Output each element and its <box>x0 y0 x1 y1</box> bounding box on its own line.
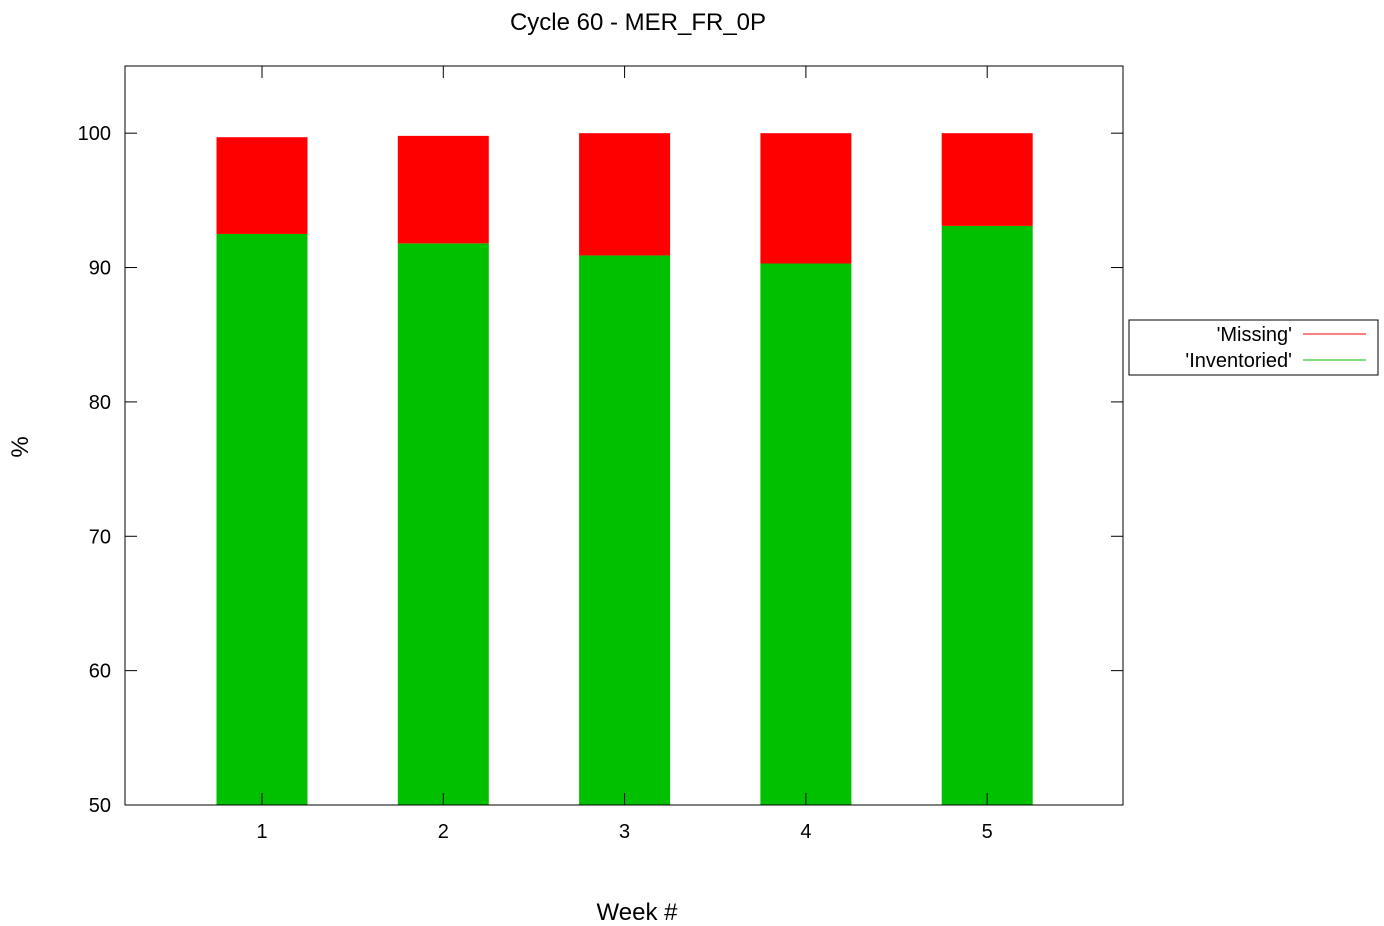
bar-missing-week-1 <box>216 137 308 234</box>
plot-area <box>124 65 1124 806</box>
x-tick-label: 1 <box>256 821 267 843</box>
chart-title: Cycle 60 - MER_FR_0P <box>510 9 766 36</box>
y-axis-label: % <box>7 436 34 457</box>
y-tick-label: 90 <box>89 258 111 280</box>
legend-label: 'Missing' <box>1217 324 1292 346</box>
y-axis: 50 60 70 80 90 100 <box>78 123 1123 817</box>
bar-inventoried-week-3 <box>579 255 671 805</box>
x-tick-label: 3 <box>619 821 630 843</box>
legend: 'Missing' 'Inventoried' <box>1128 319 1379 376</box>
y-tick-label: 80 <box>89 392 111 414</box>
bar-missing-week-4 <box>760 133 852 264</box>
bar-missing-week-2 <box>397 135 489 244</box>
y-tick-label: 100 <box>78 123 111 145</box>
x-tick-label: 2 <box>438 821 449 843</box>
y-tick-label: 50 <box>89 795 111 817</box>
bar-inventoried-week-5 <box>941 225 1033 806</box>
x-tick-label: 4 <box>800 821 811 843</box>
bars-group <box>216 133 1033 806</box>
legend-label: 'Inventoried' <box>1185 350 1292 372</box>
bar-inventoried-week-1 <box>216 233 308 806</box>
y-tick-label: 70 <box>89 526 111 548</box>
x-axis-label: Week # <box>597 899 679 926</box>
bar-inventoried-week-4 <box>760 263 852 806</box>
x-tick-label: 5 <box>982 821 993 843</box>
bar-missing-week-5 <box>941 133 1033 226</box>
bar-inventoried-week-2 <box>397 243 489 806</box>
legend-box <box>1128 319 1379 376</box>
bar-missing-week-3 <box>579 133 671 256</box>
y-tick-label: 60 <box>89 661 111 683</box>
x-axis: 1 2 3 4 5 <box>256 66 993 843</box>
